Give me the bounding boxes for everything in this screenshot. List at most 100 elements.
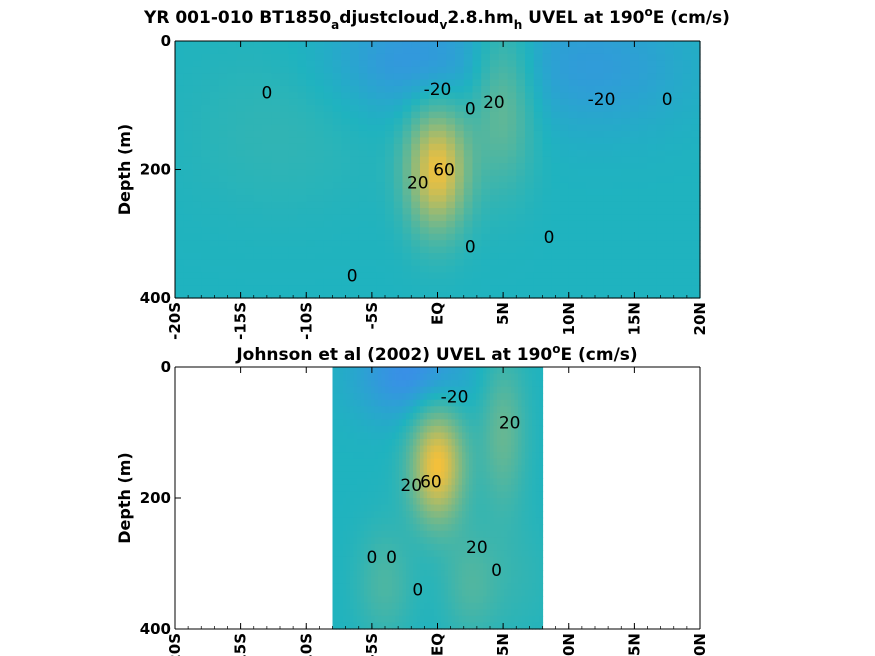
heatmap-cell bbox=[343, 425, 348, 434]
heatmap-cell bbox=[236, 220, 246, 228]
heatmap-cell bbox=[371, 439, 376, 447]
heatmap-cell bbox=[560, 47, 570, 55]
heatmap-cell bbox=[201, 118, 211, 126]
heatmap-cell bbox=[586, 41, 596, 49]
heatmap-cell bbox=[673, 130, 684, 138]
heatmap-cell bbox=[568, 201, 579, 209]
heatmap-cell bbox=[374, 622, 379, 630]
heatmap-cell bbox=[504, 550, 509, 558]
heatmap-cell bbox=[406, 484, 411, 493]
heatmap-cell bbox=[428, 47, 439, 55]
heatmap-cell bbox=[315, 118, 325, 126]
heatmap-cell bbox=[385, 265, 395, 273]
heatmap-cell bbox=[483, 622, 488, 630]
heatmap-cell bbox=[498, 53, 509, 61]
heatmap-cell bbox=[376, 227, 386, 235]
heatmap-cell bbox=[472, 452, 477, 460]
heatmap-cell bbox=[332, 156, 342, 164]
heatmap-cell bbox=[402, 439, 407, 447]
heatmap-cell bbox=[392, 373, 397, 381]
heatmap-cell bbox=[339, 537, 344, 545]
heatmap-cell bbox=[339, 393, 344, 401]
heatmap-cell bbox=[437, 85, 447, 93]
heatmap-cell bbox=[420, 98, 430, 106]
heatmap-cell bbox=[535, 576, 540, 584]
heatmap-cell bbox=[504, 406, 509, 414]
heatmap-cell bbox=[428, 118, 439, 126]
heatmap-cell bbox=[479, 517, 484, 525]
heatmap-cell bbox=[427, 458, 432, 466]
heatmap-cell bbox=[385, 550, 390, 558]
heatmap-cell bbox=[376, 137, 386, 145]
heatmap-cell bbox=[507, 445, 512, 453]
heatmap-cell bbox=[603, 150, 614, 158]
heatmap-cell bbox=[367, 609, 372, 617]
heatmap-cell bbox=[451, 465, 456, 473]
heatmap-cell bbox=[339, 412, 344, 420]
heatmap-cell bbox=[444, 465, 449, 473]
heatmap-cell bbox=[577, 98, 587, 106]
heatmap-cell bbox=[236, 272, 246, 280]
heatmap-cell bbox=[577, 208, 587, 216]
heatmap-cell bbox=[378, 570, 383, 578]
heatmap-cell bbox=[518, 609, 523, 617]
heatmap-cell bbox=[504, 576, 509, 584]
heatmap-cell bbox=[323, 150, 334, 158]
heatmap-cell bbox=[427, 478, 432, 486]
heatmap-cell bbox=[413, 511, 418, 519]
heatmap-cell bbox=[420, 47, 430, 55]
heatmap-cell bbox=[472, 124, 482, 132]
heatmap-cell bbox=[357, 393, 362, 401]
heatmap-cell bbox=[490, 517, 495, 525]
heatmap-cell bbox=[463, 227, 474, 235]
heatmap-cell bbox=[378, 471, 383, 479]
heatmap-cell bbox=[367, 53, 377, 61]
heatmap-cell bbox=[350, 66, 360, 74]
heatmap-cell bbox=[525, 550, 530, 558]
heatmap-cell bbox=[371, 406, 376, 414]
heatmap-cell bbox=[332, 105, 342, 113]
heatmap-cell bbox=[448, 393, 453, 401]
heatmap-cell bbox=[525, 491, 530, 499]
heatmap-cell bbox=[371, 452, 376, 460]
heatmap-cell bbox=[381, 576, 386, 584]
heatmap-cell bbox=[399, 471, 404, 479]
heatmap-cell bbox=[358, 246, 369, 254]
heatmap-cell bbox=[367, 278, 377, 286]
heatmap-cell bbox=[236, 188, 246, 196]
heatmap-cell bbox=[271, 143, 281, 151]
heatmap-cell bbox=[411, 130, 421, 138]
heatmap-cell bbox=[455, 563, 460, 571]
heatmap-cell bbox=[525, 458, 530, 466]
heatmap-cell bbox=[350, 530, 355, 538]
heatmap-cell bbox=[472, 399, 477, 407]
heatmap-cell bbox=[360, 550, 365, 558]
heatmap-cell bbox=[493, 543, 498, 551]
heatmap-cell bbox=[533, 79, 544, 87]
heatmap-cell bbox=[568, 66, 579, 74]
heatmap-cell bbox=[371, 524, 376, 532]
heatmap-cell bbox=[332, 47, 342, 55]
heatmap-cell bbox=[378, 406, 383, 414]
heatmap-cell bbox=[500, 445, 505, 453]
heatmap-cell bbox=[586, 143, 596, 151]
heatmap-cell bbox=[483, 596, 488, 604]
heatmap-cell bbox=[385, 484, 390, 493]
heatmap-cell bbox=[339, 419, 344, 427]
x-tick-label: -20S bbox=[166, 633, 184, 656]
heatmap-cell bbox=[332, 550, 337, 558]
heatmap-cell bbox=[367, 367, 372, 375]
heatmap-cell bbox=[476, 583, 481, 591]
heatmap-cell bbox=[656, 272, 666, 280]
contour-label: 60 bbox=[420, 473, 442, 493]
heatmap-cell bbox=[568, 124, 579, 132]
heatmap-cell bbox=[621, 272, 631, 280]
heatmap-cell bbox=[341, 79, 351, 87]
heatmap-cell bbox=[483, 471, 488, 479]
heatmap-cell bbox=[420, 85, 430, 93]
heatmap-cell bbox=[183, 265, 194, 273]
heatmap-cell bbox=[630, 105, 640, 113]
heatmap-cell bbox=[288, 201, 299, 209]
heatmap-cell bbox=[245, 85, 255, 93]
heatmap-cell bbox=[262, 143, 272, 151]
